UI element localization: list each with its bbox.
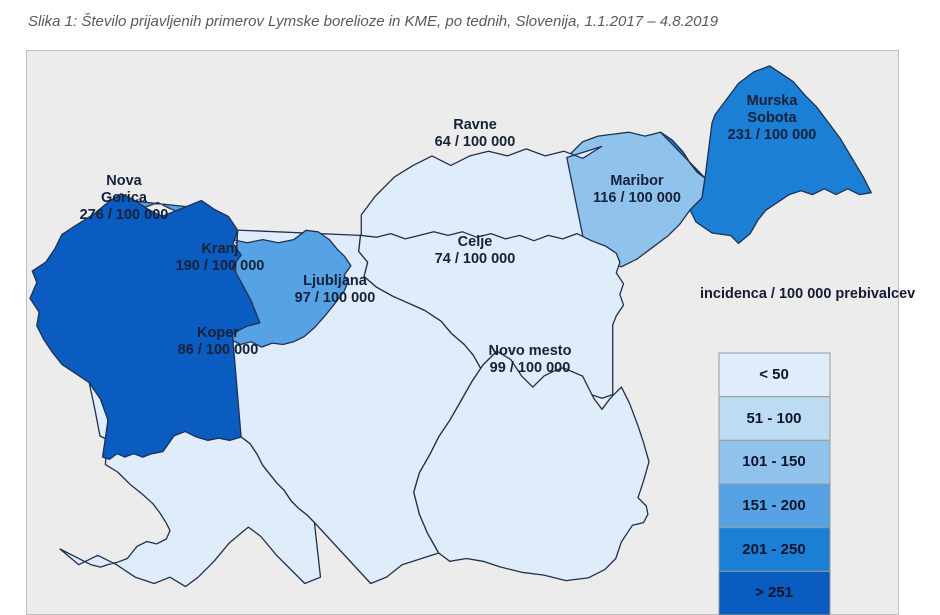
svg-text:116 / 100 000: 116 / 100 000 [593,190,681,206]
svg-text:Kranj: Kranj [201,241,238,257]
svg-text:Novo mesto: Novo mesto [489,343,572,359]
svg-text:< 50: < 50 [759,366,789,383]
svg-text:Ljubljana: Ljubljana [303,273,368,289]
svg-text:74 / 100 000: 74 / 100 000 [435,251,516,267]
svg-text:incidenca / 100 000 prebivalce: incidenca / 100 000 prebivalcev [700,286,915,302]
svg-text:Murska: Murska [747,93,799,109]
svg-text:Ravne: Ravne [453,117,497,133]
svg-text:Maribor: Maribor [610,173,664,189]
svg-text:276 / 100 000: 276 / 100 000 [80,207,169,223]
svg-text:Nova: Nova [106,173,142,189]
svg-text:86 / 100 000: 86 / 100 000 [178,342,259,358]
svg-text:201 - 250: 201 - 250 [742,541,805,558]
svg-text:64 / 100 000: 64 / 100 000 [435,134,516,150]
svg-text:99 / 100 000: 99 / 100 000 [490,360,571,376]
svg-text:Koper: Koper [197,325,239,341]
svg-text:Gorica: Gorica [101,190,148,206]
svg-text:Celje: Celje [458,234,493,250]
svg-text:> 251: > 251 [755,584,793,601]
svg-text:51 - 100: 51 - 100 [746,410,801,427]
svg-text:101 - 150: 101 - 150 [742,453,805,470]
svg-text:190 / 100 000: 190 / 100 000 [176,258,265,274]
svg-text:Sobota: Sobota [747,110,797,126]
svg-text:97 / 100 000: 97 / 100 000 [295,290,376,306]
svg-text:151 - 200: 151 - 200 [742,497,805,514]
svg-text:231 / 100 000: 231 / 100 000 [728,127,817,143]
